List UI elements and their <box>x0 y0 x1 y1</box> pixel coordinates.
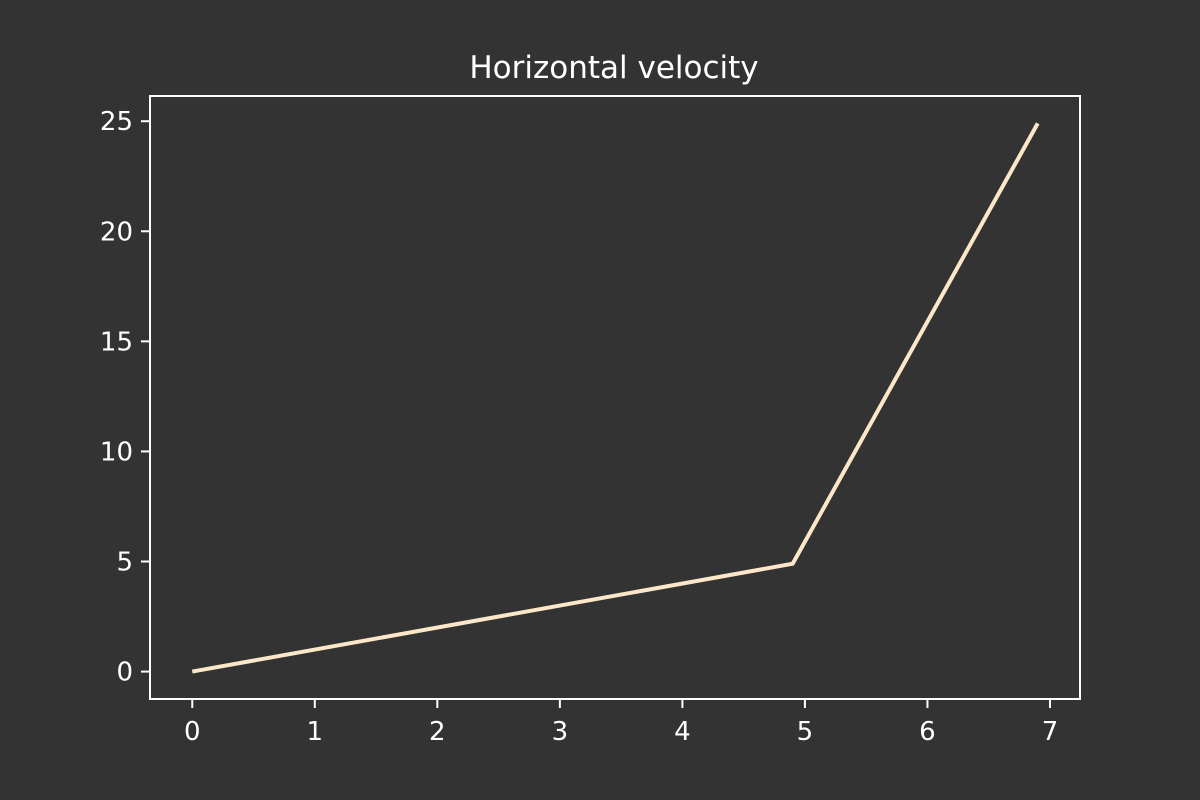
x-axis: 0 1 2 3 4 5 6 7 <box>184 699 1058 747</box>
y-tick-label: 10 <box>100 437 133 467</box>
y-tick-label: 0 <box>116 658 133 688</box>
x-tick-label: 1 <box>307 717 324 747</box>
x-tick-label: 2 <box>429 717 446 747</box>
y-tick-label: 20 <box>100 217 133 247</box>
series-layer <box>191 122 1040 674</box>
x-tick-label: 7 <box>1042 717 1059 747</box>
x-tick-label: 6 <box>919 717 936 747</box>
series-line <box>191 122 1040 674</box>
plot-area <box>149 95 1081 700</box>
chart-title: Horizontal velocity <box>469 50 758 86</box>
x-tick-label: 3 <box>552 717 569 747</box>
y-axis: 0 5 10 15 20 25 <box>100 107 150 688</box>
y-tick-label: 5 <box>116 548 133 578</box>
x-tick-label: 5 <box>797 717 814 747</box>
x-tick-label: 0 <box>184 717 201 747</box>
x-tick-label: 4 <box>674 717 691 747</box>
y-tick-label: 25 <box>100 107 133 137</box>
y-tick-label: 15 <box>100 327 133 357</box>
